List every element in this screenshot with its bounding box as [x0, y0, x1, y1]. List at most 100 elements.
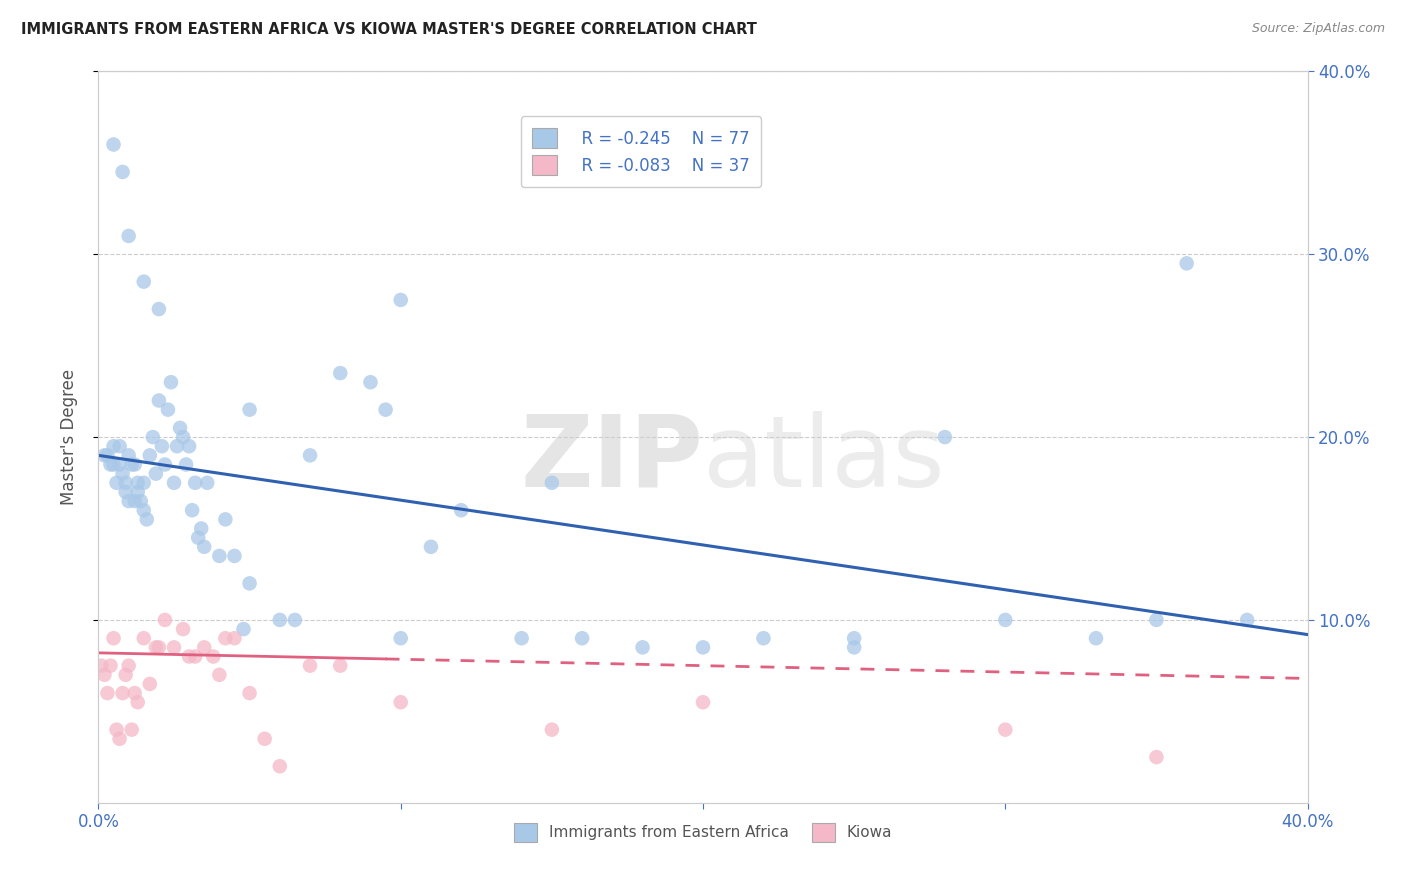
Point: [450, 503, 472, 517]
Point: [150, 439, 173, 453]
Point: [224, 549, 246, 563]
Point: [179, 439, 201, 453]
Point: [631, 640, 654, 655]
Point: [179, 649, 201, 664]
Text: ZIP: ZIP: [520, 410, 703, 508]
Point: [163, 475, 186, 490]
Point: [96, 448, 118, 462]
Point: [145, 640, 167, 655]
Point: [269, 759, 291, 773]
Point: [1144, 750, 1167, 764]
Point: [232, 622, 254, 636]
Point: [172, 622, 194, 636]
Point: [540, 723, 562, 737]
Point: [105, 475, 128, 490]
Point: [153, 458, 176, 472]
Point: [132, 475, 155, 490]
Point: [184, 649, 207, 664]
Point: [752, 632, 775, 646]
Point: [132, 503, 155, 517]
Point: [127, 475, 149, 490]
Point: [174, 458, 197, 472]
Point: [190, 521, 212, 535]
Point: [239, 402, 262, 417]
Point: [103, 439, 125, 453]
Point: [374, 402, 396, 417]
Point: [148, 301, 170, 317]
Point: [118, 448, 141, 462]
Point: [100, 658, 122, 673]
Point: [208, 549, 231, 563]
Point: [224, 632, 246, 646]
Point: [389, 632, 412, 646]
Point: [114, 475, 136, 490]
Point: [129, 494, 152, 508]
Point: [329, 658, 352, 673]
Point: [571, 632, 593, 646]
Point: [108, 731, 131, 746]
Point: [103, 632, 125, 646]
Point: [1144, 613, 1167, 627]
Point: [135, 512, 157, 526]
Point: [193, 640, 215, 655]
Point: [181, 503, 204, 517]
Point: [1236, 613, 1258, 627]
Point: [118, 494, 141, 508]
Point: [299, 448, 322, 462]
Point: [208, 667, 231, 681]
Point: [389, 293, 412, 307]
Point: [118, 658, 141, 673]
Point: [299, 658, 322, 673]
Point: [100, 458, 122, 472]
Point: [105, 723, 128, 737]
Point: [121, 723, 143, 737]
Point: [132, 275, 155, 289]
Point: [114, 667, 136, 681]
Point: [284, 613, 307, 627]
Point: [193, 540, 215, 554]
Point: [202, 649, 225, 664]
Point: [163, 640, 186, 655]
Point: [692, 695, 714, 709]
Point: [114, 485, 136, 500]
Point: [111, 165, 134, 179]
Point: [160, 375, 183, 389]
Y-axis label: Master's Degree: Master's Degree: [59, 369, 77, 505]
Point: [253, 731, 276, 746]
Point: [90, 658, 112, 673]
Point: [169, 421, 191, 435]
Point: [139, 448, 162, 462]
Point: [121, 458, 143, 472]
Point: [103, 458, 125, 472]
Point: [148, 640, 170, 655]
Point: [118, 229, 141, 244]
Point: [108, 458, 131, 472]
Point: [360, 375, 382, 389]
Point: [145, 467, 167, 481]
Point: [844, 632, 866, 646]
Point: [239, 576, 262, 591]
Point: [103, 137, 125, 152]
Point: [127, 485, 149, 500]
Point: [156, 402, 179, 417]
Point: [1175, 256, 1198, 270]
Point: [994, 723, 1017, 737]
Point: [172, 430, 194, 444]
Point: [420, 540, 443, 554]
Point: [111, 467, 134, 481]
Point: [127, 695, 149, 709]
Point: [111, 686, 134, 700]
Text: atlas: atlas: [703, 410, 945, 508]
Point: [93, 448, 115, 462]
Point: [934, 430, 956, 444]
Point: [214, 512, 236, 526]
Point: [96, 686, 118, 700]
Point: [195, 475, 218, 490]
Point: [142, 430, 165, 444]
Point: [329, 366, 352, 380]
Point: [510, 632, 533, 646]
Point: [153, 613, 176, 627]
Point: [124, 686, 146, 700]
Point: [844, 640, 866, 655]
Point: [540, 475, 562, 490]
